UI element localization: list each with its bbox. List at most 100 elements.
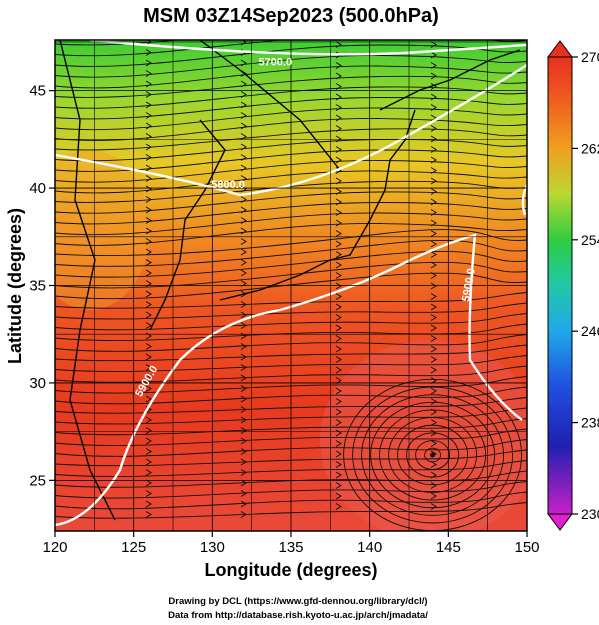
- stream-arrow: [145, 80, 152, 88]
- korea-coast: [149, 119, 226, 331]
- x-tick-label: 145: [436, 539, 461, 556]
- contour-label: 5700.0: [258, 56, 292, 68]
- stream-arrow: [145, 311, 152, 319]
- stream-arrow: [240, 322, 247, 329]
- colorbar-tick-label: 270: [581, 49, 599, 65]
- vortex-ring: [388, 417, 478, 493]
- streamline: [55, 86, 527, 109]
- warm-core-shading: [320, 340, 527, 531]
- streamline: [55, 75, 527, 98]
- stream-arrow: [335, 282, 342, 290]
- stream-arrow: [335, 104, 342, 111]
- contour-label: 5900.0: [460, 267, 478, 302]
- stream-arrow: [145, 49, 152, 56]
- stream-arrow: [145, 164, 152, 172]
- streamline: [55, 223, 527, 246]
- stream-arrow: [240, 395, 247, 403]
- stream-arrow: [335, 272, 342, 279]
- stream-arrow: [145, 448, 152, 455]
- stream-arrow: [145, 227, 152, 235]
- stream-arrow: [240, 364, 247, 371]
- streamline: [55, 355, 527, 372]
- stream-arrow: [430, 440, 437, 447]
- stream-arrow: [430, 188, 437, 195]
- streamline: [55, 323, 527, 342]
- streamline: [55, 170, 527, 194]
- stream-arrow: [335, 230, 342, 237]
- stream-arrow: [145, 479, 152, 487]
- x-tick-label: 135: [278, 539, 303, 556]
- streamline: [55, 376, 527, 394]
- stream-arrow: [145, 217, 152, 224]
- stream-arrow: [335, 408, 342, 416]
- stream-arrow: [145, 269, 152, 277]
- colorbar-top-arrow: [547, 40, 573, 58]
- stream-arrow: [145, 469, 152, 476]
- vortex-ring: [415, 440, 451, 470]
- streamline: [55, 386, 527, 405]
- y-axis-label: Latitude (degrees): [5, 208, 25, 364]
- stream-arrow: [335, 261, 342, 269]
- stream-arrow: [240, 385, 247, 392]
- x-tick-label: 150: [514, 539, 539, 556]
- stream-arrow: [335, 440, 342, 447]
- stream-arrow: [145, 122, 152, 130]
- colorbar-tick-label: 254: [581, 232, 599, 248]
- stream-arrow: [145, 290, 152, 298]
- stream-arrow: [240, 406, 247, 413]
- stream-arrow: [145, 343, 152, 350]
- stream-arrow: [240, 227, 247, 235]
- stream-arrow: [145, 395, 152, 403]
- stream-arrow: [335, 324, 342, 332]
- streamline: [55, 302, 527, 320]
- stream-arrow: [240, 448, 247, 455]
- stream-arrow: [335, 314, 342, 321]
- y-tick-label: 25: [29, 472, 46, 489]
- primorye-coast: [199, 40, 341, 171]
- y-tick-label: 30: [29, 375, 46, 392]
- west-shading: [55, 150, 150, 310]
- stream-arrow: [240, 175, 247, 182]
- streamline: [55, 240, 527, 267]
- stream-arrow: [430, 503, 437, 510]
- japan-coast: [219, 109, 416, 301]
- stream-arrow: [240, 416, 247, 424]
- stream-arrow: [145, 500, 152, 508]
- stream-arrow: [430, 324, 437, 332]
- stream-arrow: [240, 238, 247, 245]
- streamline: [55, 418, 527, 436]
- stream-arrow: [145, 59, 152, 67]
- stream-arrow: [240, 122, 247, 130]
- colorbar-tick-label: 230: [581, 506, 599, 522]
- colorbar-tick-label: 246: [581, 323, 599, 339]
- stream-arrow: [145, 206, 152, 214]
- height-contours: [55, 40, 527, 527]
- contour-5700: [89, 40, 527, 56]
- stream-arrow: [335, 366, 342, 374]
- stream-arrow: [145, 154, 152, 161]
- stream-arrow: [430, 335, 437, 342]
- stream-arrow: [145, 112, 152, 119]
- streamline: [55, 344, 527, 362]
- streamline: [55, 107, 527, 131]
- stream-arrow: [335, 387, 342, 395]
- stream-arrow: [335, 482, 342, 489]
- stream-arrow: [240, 248, 247, 256]
- stream-arrow: [430, 345, 437, 353]
- stream-arrow: [145, 196, 152, 203]
- plot-area: [55, 40, 527, 531]
- stream-arrow: [430, 293, 437, 300]
- streamline: [55, 250, 527, 278]
- stream-arrow: [430, 83, 437, 90]
- stream-arrow: [240, 469, 247, 476]
- stream-arrow: [430, 387, 437, 395]
- streamline: [55, 65, 527, 89]
- stream-arrow: [430, 461, 437, 468]
- streamline: [55, 439, 527, 457]
- stream-arrow: [145, 322, 152, 329]
- streamline: [55, 460, 527, 477]
- stream-arrow: [335, 503, 342, 510]
- stream-arrow: [145, 490, 152, 497]
- streamline: [55, 139, 527, 162]
- colorbar-gradient: [547, 56, 573, 515]
